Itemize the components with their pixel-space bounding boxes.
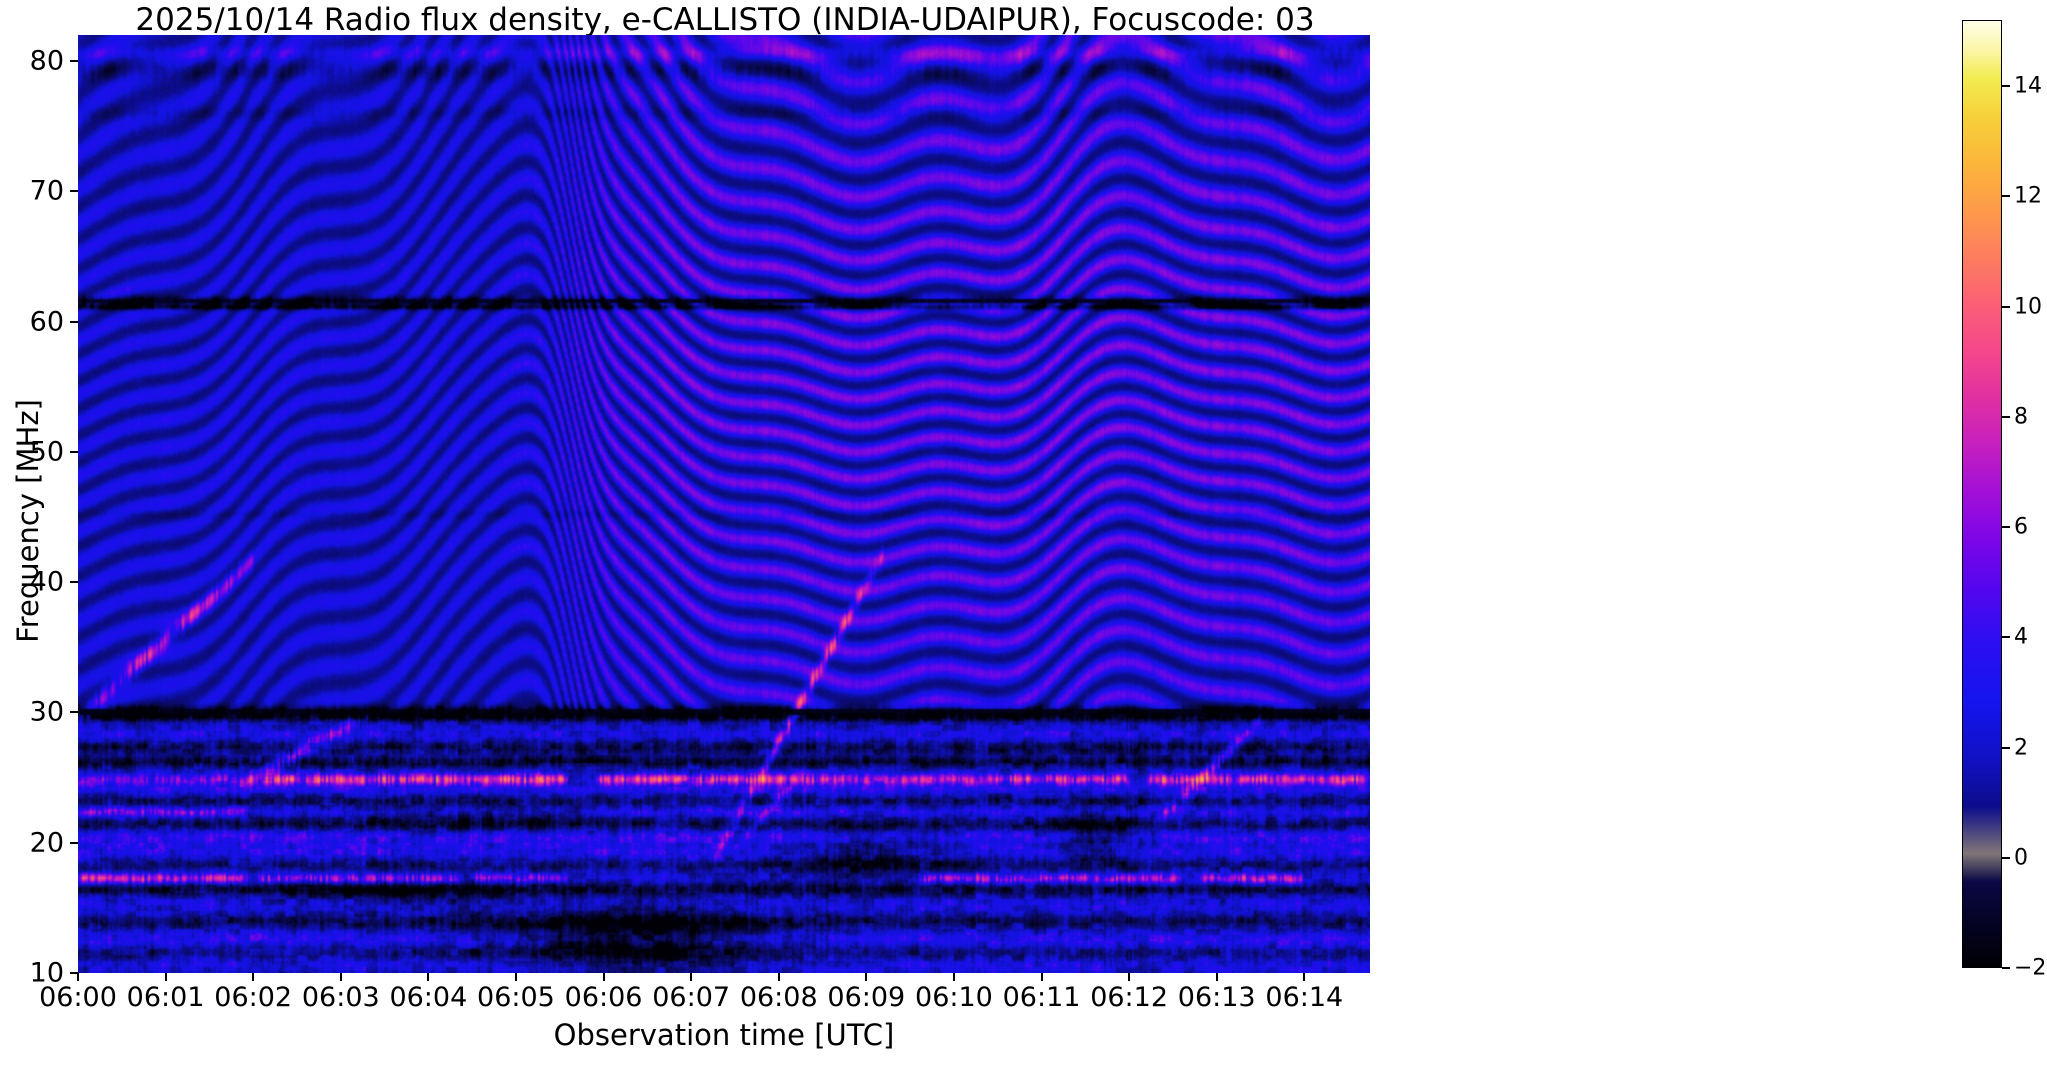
colorbar-tick-mark bbox=[2002, 85, 2010, 88]
x-tick-label: 06:02 bbox=[214, 982, 293, 1013]
y-tick-mark bbox=[70, 972, 78, 974]
colorbar-gradient bbox=[1962, 20, 2002, 968]
colorbar-tick-label: 2 bbox=[2014, 735, 2028, 761]
x-tick-mark bbox=[1128, 973, 1131, 981]
y-tick-label: 30 bbox=[29, 696, 64, 728]
y-tick-mark bbox=[70, 320, 78, 323]
x-tick-mark bbox=[602, 973, 605, 981]
x-tick-label: 06:05 bbox=[477, 982, 555, 1013]
x-tick-label: 06:12 bbox=[1090, 982, 1169, 1013]
x-tick-mark bbox=[777, 973, 780, 981]
x-tick-mark bbox=[164, 973, 167, 981]
colorbar-tick-label: 8 bbox=[2014, 404, 2028, 430]
colorbar-tick-mark bbox=[2002, 856, 2010, 859]
y-tick-label: 70 bbox=[29, 175, 64, 207]
x-tick-mark bbox=[252, 973, 255, 981]
y-tick-mark bbox=[70, 450, 78, 453]
x-tick-label: 06:11 bbox=[1002, 982, 1081, 1013]
colorbar-tick-label: 12 bbox=[2014, 183, 2042, 209]
colorbar-tick-mark bbox=[2002, 305, 2010, 308]
x-tick-mark bbox=[1303, 973, 1306, 981]
y-tick-label: 60 bbox=[29, 306, 64, 338]
spectrogram-image bbox=[78, 35, 1370, 973]
x-tick-mark bbox=[1215, 973, 1218, 981]
x-tick-mark bbox=[77, 973, 79, 981]
colorbar-tick-mark bbox=[2002, 746, 2010, 749]
colorbar-tick-label: 10 bbox=[2014, 294, 2042, 320]
colorbar-tick-mark bbox=[2002, 415, 2010, 418]
y-axis-label: Frequency [MHz] bbox=[11, 399, 45, 643]
spectrogram-plot-area bbox=[78, 35, 1370, 973]
x-tick-mark bbox=[1040, 973, 1043, 981]
x-tick-mark bbox=[690, 973, 693, 981]
x-tick-label: 06:07 bbox=[652, 982, 731, 1013]
x-tick-mark bbox=[514, 973, 517, 981]
y-tick-label: 20 bbox=[29, 827, 64, 859]
x-tick-label: 06:04 bbox=[389, 982, 468, 1013]
colorbar-tick-label: −2 bbox=[2014, 955, 2047, 981]
x-tick-label: 06:03 bbox=[301, 982, 380, 1013]
y-tick-label: 40 bbox=[29, 566, 64, 598]
y-tick-mark bbox=[70, 841, 78, 844]
x-axis-label: Observation time [UTC] bbox=[553, 1018, 895, 1052]
colorbar-tick-mark bbox=[2002, 967, 2010, 969]
y-tick-mark bbox=[70, 60, 78, 63]
x-tick-label: 06:10 bbox=[915, 982, 993, 1013]
x-tick-mark bbox=[339, 973, 342, 981]
colorbar-tick-mark bbox=[2002, 195, 2010, 198]
y-tick-label: 80 bbox=[29, 45, 64, 77]
x-tick-label: 06:13 bbox=[1177, 982, 1256, 1013]
x-tick-label: 06:01 bbox=[126, 982, 205, 1013]
y-tick-mark bbox=[70, 711, 78, 714]
x-tick-label: 06:14 bbox=[1265, 982, 1344, 1013]
colorbar-tick-label: 0 bbox=[2014, 845, 2028, 871]
x-tick-label: 06:00 bbox=[39, 982, 117, 1013]
x-tick-mark bbox=[952, 973, 955, 981]
y-tick-label: 10 bbox=[29, 957, 64, 989]
y-tick-label: 50 bbox=[29, 436, 64, 468]
colorbar-tick-label: 14 bbox=[2014, 73, 2042, 99]
x-tick-label: 06:08 bbox=[739, 982, 818, 1013]
x-tick-mark bbox=[427, 973, 430, 981]
x-tick-label: 06:06 bbox=[564, 982, 643, 1013]
colorbar: 14 12 10 8 6 4 2 0 −2 bbox=[1962, 20, 2046, 981]
y-tick-mark bbox=[70, 190, 78, 193]
y-axis: 80 70 60 50 40 30 20 10 bbox=[0, 0, 78, 1067]
x-tick-mark bbox=[865, 973, 868, 981]
x-tick-label: 06:09 bbox=[827, 982, 906, 1013]
colorbar-tick-mark bbox=[2002, 526, 2010, 529]
colorbar-tick-label: 4 bbox=[2014, 624, 2028, 650]
page-title: 2025/10/14 Radio flux density, e-CALLIST… bbox=[135, 2, 1315, 38]
colorbar-tick-label: 6 bbox=[2014, 514, 2028, 540]
y-tick-mark bbox=[70, 581, 78, 584]
colorbar-tick-mark bbox=[2002, 636, 2010, 639]
